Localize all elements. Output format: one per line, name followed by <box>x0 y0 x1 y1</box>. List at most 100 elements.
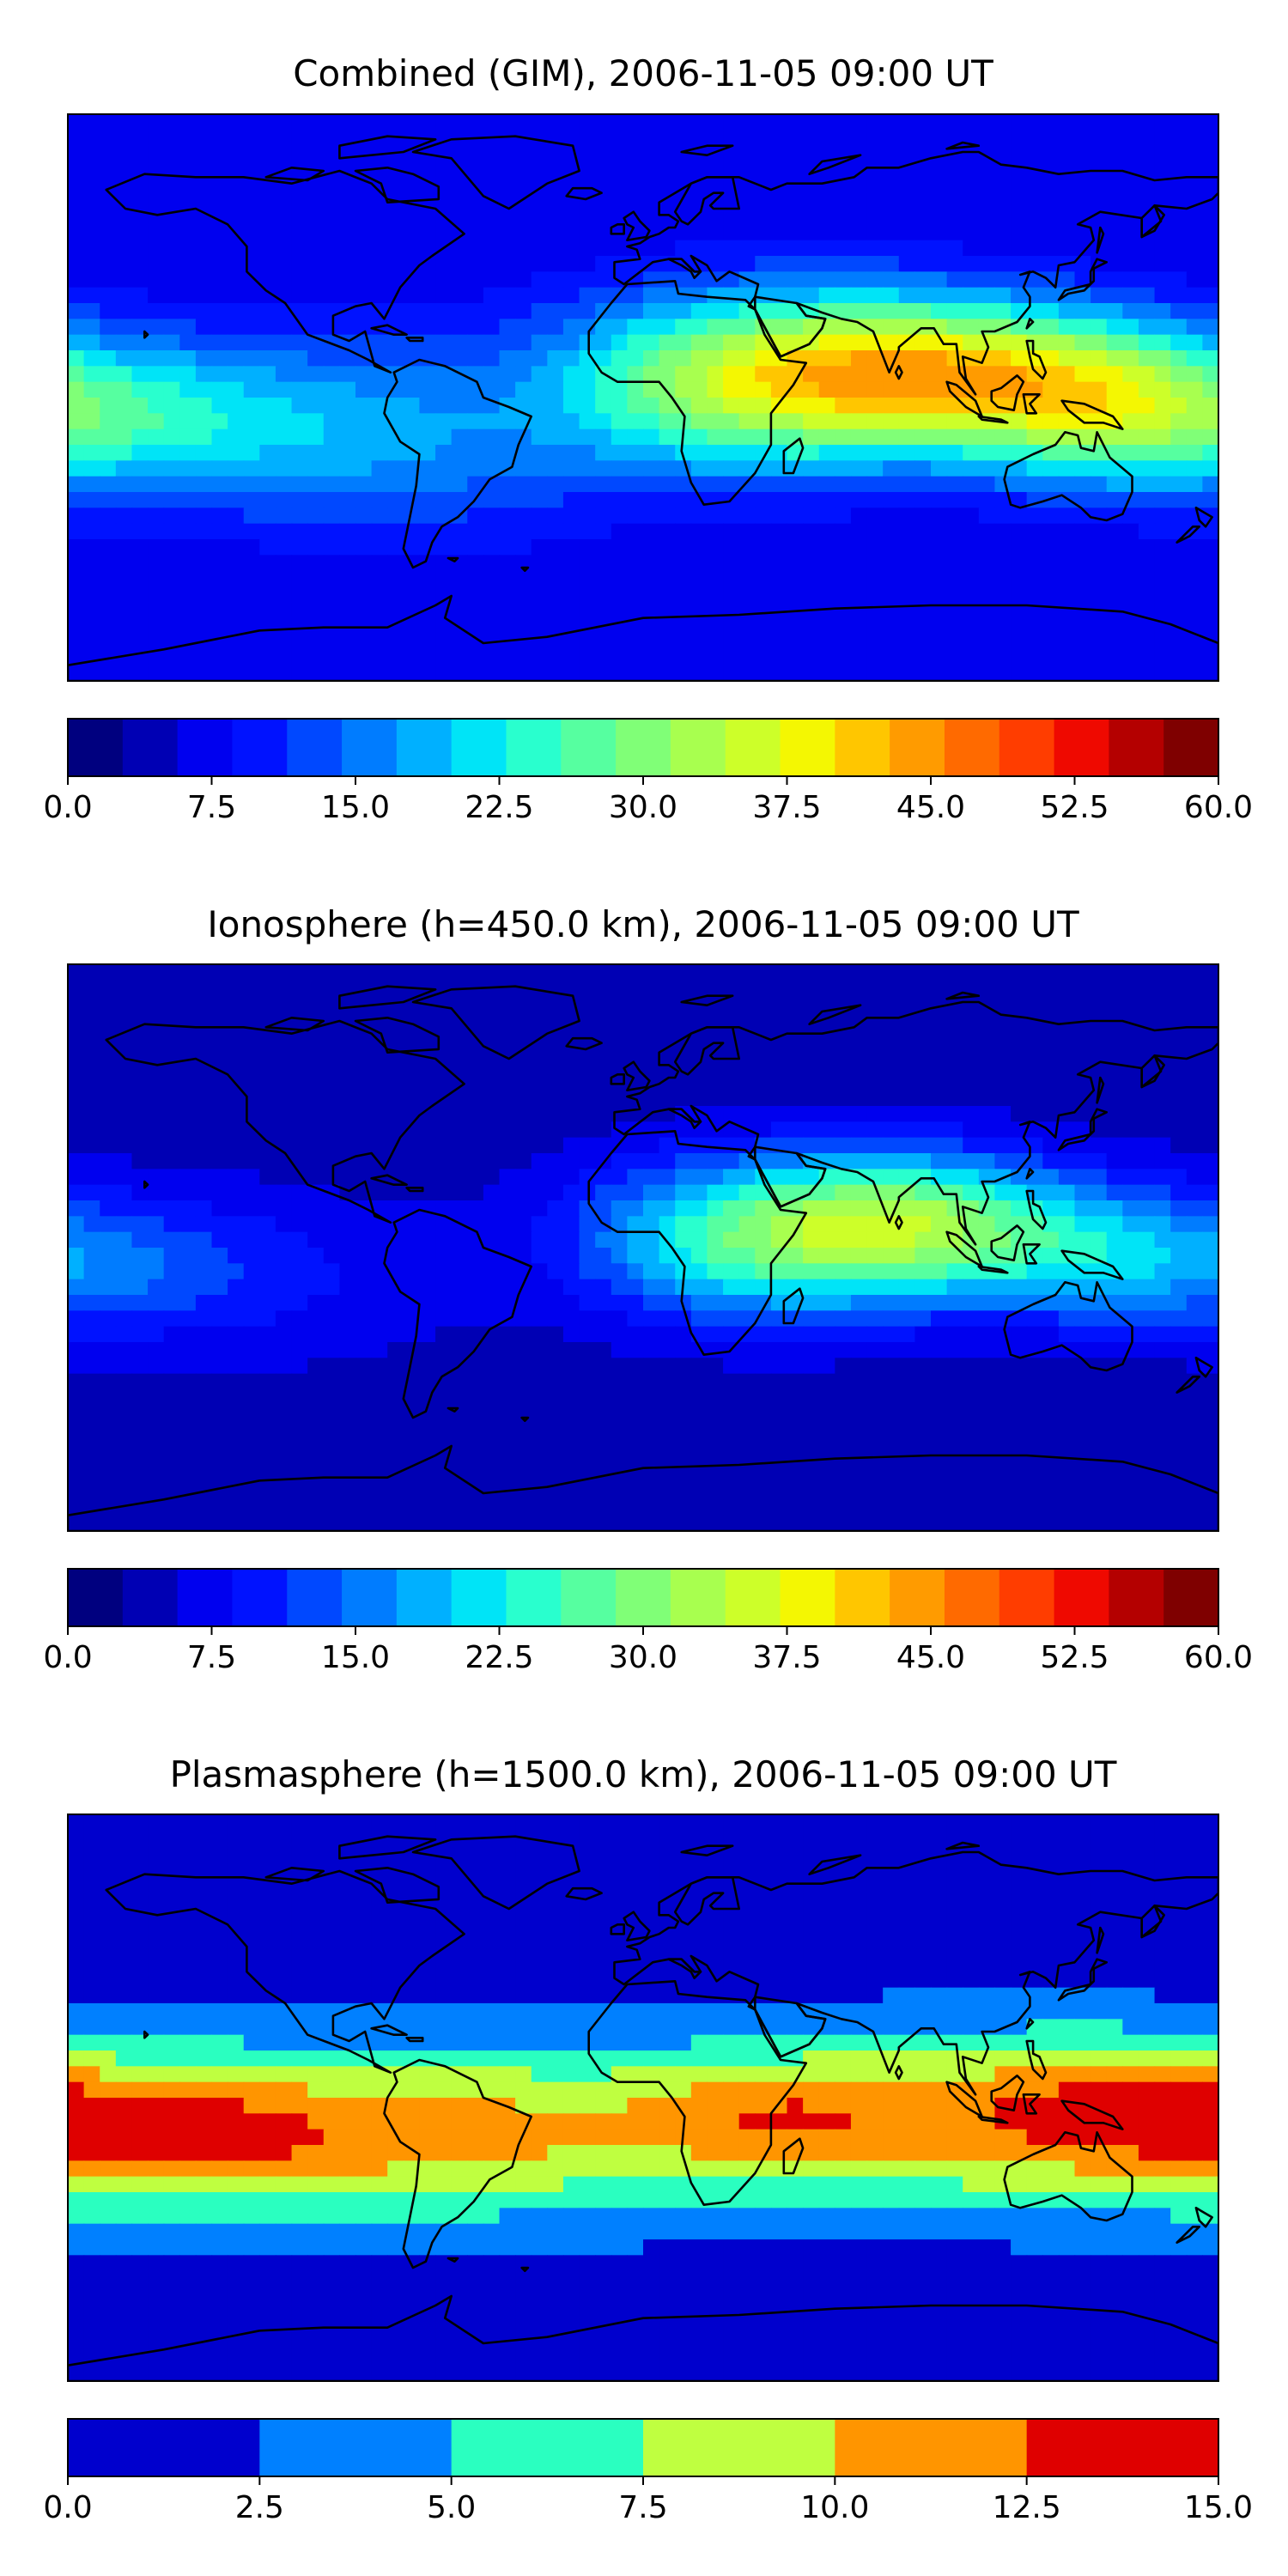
field-cell <box>931 539 948 556</box>
colorbar-tick-label: 60.0 <box>1184 790 1253 825</box>
field-cell <box>355 256 373 272</box>
field-cell <box>994 1342 1012 1358</box>
field-cell <box>1138 1342 1156 1358</box>
field-cell <box>675 161 692 178</box>
field-cell <box>818 398 835 414</box>
field-cell <box>914 555 932 572</box>
field-cell <box>275 602 293 619</box>
field-cell <box>499 1263 516 1280</box>
field-cell <box>547 964 564 981</box>
field-cell <box>179 381 197 398</box>
field-cell <box>1186 649 1203 666</box>
field-cell <box>1011 1106 1028 1122</box>
field-cell <box>883 1437 900 1453</box>
field-cell <box>755 1452 772 1469</box>
field-cell <box>83 1200 100 1217</box>
field-cell <box>963 445 980 461</box>
field-cell <box>1074 1106 1091 1122</box>
field-cell <box>1106 1169 1123 1186</box>
field-cell <box>579 130 596 147</box>
field-cell <box>866 1012 884 1028</box>
field-cell <box>1011 1373 1028 1390</box>
field-cell <box>307 350 325 367</box>
field-cell <box>707 665 724 681</box>
field-cell <box>100 350 117 367</box>
field-cell <box>963 256 980 272</box>
field-cell <box>228 1153 245 1170</box>
field-cell <box>898 602 915 619</box>
field-cell <box>659 1090 676 1107</box>
field-cell <box>403 1090 421 1107</box>
colorbar-tick-label: 52.5 <box>1040 790 1109 825</box>
field-cell <box>1170 964 1188 981</box>
field-cell <box>579 649 596 666</box>
field-cell <box>355 224 373 241</box>
field-cell <box>562 177 580 194</box>
field-cell <box>291 1216 308 1233</box>
field-cell <box>723 366 740 383</box>
field-cell <box>115 1012 133 1028</box>
field-cell <box>163 161 180 178</box>
field-cell <box>627 634 644 650</box>
field-cell <box>115 1248 133 1264</box>
field-cell <box>1138 476 1156 493</box>
field-cell <box>850 192 868 210</box>
field-cell <box>435 1184 453 1201</box>
field-cell <box>579 617 596 635</box>
field-cell <box>547 1437 564 1453</box>
field-cell <box>179 507 197 525</box>
field-cell <box>515 1310 532 1327</box>
field-cell <box>866 287 884 304</box>
field-cell <box>1106 539 1123 556</box>
field-cell <box>323 1059 340 1075</box>
field-cell <box>307 114 325 131</box>
field-cell <box>643 476 660 493</box>
field-cell <box>1074 1042 1091 1060</box>
field-cell <box>100 460 117 477</box>
field-cell <box>275 634 293 650</box>
field-cell <box>467 114 484 131</box>
field-cell <box>451 1342 468 1358</box>
field-cell <box>148 366 165 383</box>
field-cell <box>1042 1310 1060 1327</box>
field-cell <box>659 161 676 178</box>
field-cell <box>547 334 564 351</box>
field-cell <box>291 413 308 430</box>
field-cell <box>195 1389 213 1406</box>
field-cell <box>83 130 100 147</box>
field-cell <box>978 1106 996 1122</box>
field-cell <box>259 1106 276 1122</box>
field-cell <box>131 287 149 304</box>
field-cell <box>1091 1420 1108 1437</box>
field-cell <box>723 350 740 367</box>
field-cell <box>163 995 180 1012</box>
field-cell <box>595 602 612 619</box>
field-cell <box>483 1027 501 1044</box>
field-cell <box>195 1452 213 1469</box>
field-cell <box>195 1200 213 1217</box>
field-cell <box>1154 350 1171 367</box>
field-cell <box>228 1389 245 1406</box>
field-cell <box>148 1090 165 1107</box>
field-cell <box>1106 381 1123 398</box>
field-cell <box>68 224 85 241</box>
field-cell <box>1106 145 1123 162</box>
field-cell <box>339 428 356 446</box>
field-cell <box>898 1452 915 1469</box>
field-cell <box>963 1121 980 1139</box>
field-cell <box>403 1153 421 1170</box>
field-cell <box>275 1437 293 1453</box>
field-cell <box>1011 1295 1028 1311</box>
field-cell <box>483 1106 501 1122</box>
field-cell <box>1026 964 1043 981</box>
field-cell <box>963 224 980 241</box>
field-cell <box>866 476 884 493</box>
field-cell <box>963 476 980 493</box>
field-cell <box>275 366 293 383</box>
field-cell <box>1074 539 1091 556</box>
field-cell <box>451 224 468 241</box>
field-cell <box>355 1342 373 1358</box>
field-cell <box>275 523 293 540</box>
field-cell <box>1202 428 1218 446</box>
field-cell <box>531 602 548 619</box>
